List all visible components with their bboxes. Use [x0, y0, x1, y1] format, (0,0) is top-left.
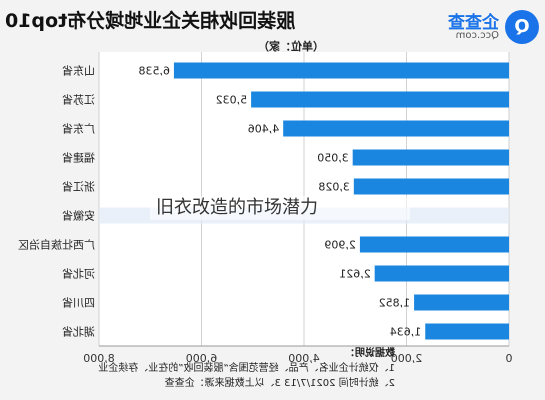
bar [251, 91, 509, 108]
bar [414, 294, 509, 311]
x-tick-label: 2,000 [391, 352, 423, 365]
category-label: 江苏省 [62, 94, 95, 107]
category-label: 广东省 [62, 123, 95, 136]
category-label: 山东省 [62, 65, 95, 78]
bar [352, 149, 509, 166]
x-tick-label: 6,000 [186, 352, 218, 365]
data-label: 6,538 [138, 65, 170, 78]
category-label: 河北省 [62, 268, 95, 281]
data-label: 3,028 [318, 181, 350, 194]
overlay-caption: 旧衣改造的市场潜力 [150, 196, 410, 220]
data-notes: 数据说明： 1、仅统计企业名、产品、经营范围含“服装回收”的在业、存续企业 2、… [5, 346, 395, 391]
x-tick-label: 0 [506, 352, 513, 365]
data-label: 2,909 [324, 239, 356, 252]
bar [359, 236, 509, 253]
overlay-caption-text: 旧衣改造的市场潜力 [156, 197, 318, 218]
data-label: 1,634 [390, 326, 422, 339]
bar [173, 62, 509, 79]
data-label: 2,621 [339, 268, 371, 281]
category-label: 浙江省 [62, 181, 95, 194]
data-label: 3,050 [317, 152, 349, 165]
data-label: 4,406 [248, 123, 280, 136]
bar [425, 323, 509, 340]
category-label: 广西壮族自治区 [18, 238, 95, 252]
bar [283, 120, 509, 137]
notes-line-2: 2、统计时间 2021/7/13 3、以上数据来源：企查查 [164, 378, 395, 389]
category-label: 湖北省 [62, 326, 95, 339]
x-tick-label: 4,000 [288, 352, 320, 365]
bar [353, 178, 509, 195]
category-label: 四川省 [62, 297, 95, 310]
data-label: 5,032 [216, 94, 248, 107]
category-label: 福建省 [62, 151, 95, 165]
overlay-caption-background [150, 196, 410, 220]
bar [374, 265, 509, 282]
data-label: 1,852 [379, 297, 411, 310]
notes-heading: 数据说明： [345, 348, 395, 359]
x-tick-label: 8,000 [83, 352, 115, 365]
category-label: 安徽省 [62, 209, 95, 223]
notes-line-1: 1、仅统计企业名、产品、经营范围含“服装回收”的在业、存续企业 [98, 363, 395, 374]
